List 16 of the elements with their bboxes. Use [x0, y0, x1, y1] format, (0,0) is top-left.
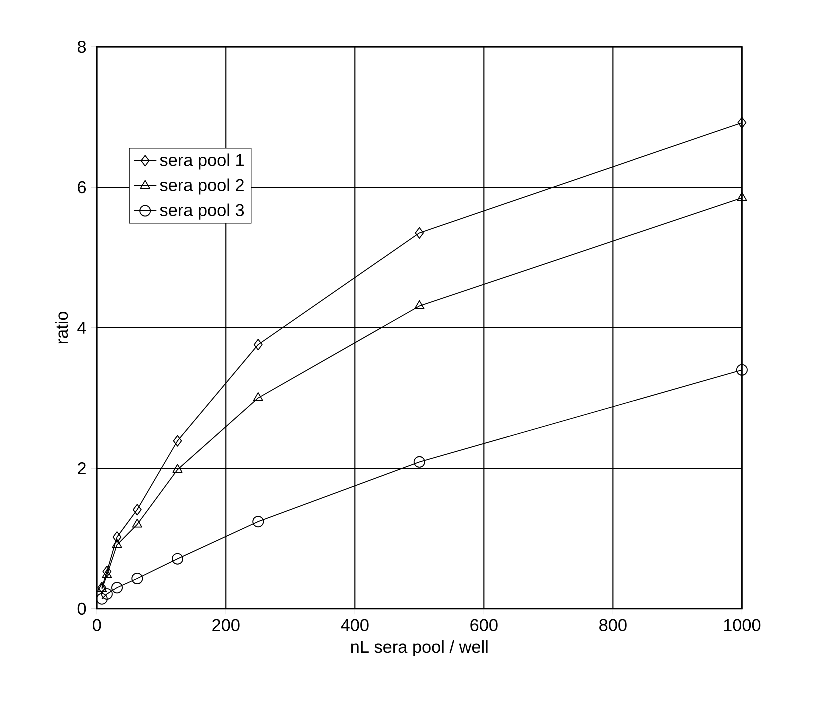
x-tick-label: 400 — [341, 619, 369, 632]
y-tick-label: 6 — [78, 182, 86, 194]
x-axis-title: nL sera pool / well — [351, 640, 488, 657]
y-tick-label: 0 — [78, 602, 86, 616]
y-tick-label: 2 — [78, 462, 86, 475]
y-tick-label: 4 — [78, 322, 86, 334]
x-tick-label: 200 — [212, 619, 240, 632]
legend-label: sera pool 2 — [160, 178, 244, 195]
y-tick-label: 8 — [78, 41, 86, 54]
x-tick-label: 1000 — [724, 619, 761, 632]
x-tick-label: 0 — [92, 619, 102, 632]
x-tick-label: 800 — [600, 619, 627, 632]
legend-label: sera pool 3 — [160, 204, 244, 220]
legend-label: sera pool 1 — [160, 154, 244, 170]
x-tick-label: 600 — [470, 619, 498, 632]
y-axis-title: ratio — [56, 312, 68, 344]
